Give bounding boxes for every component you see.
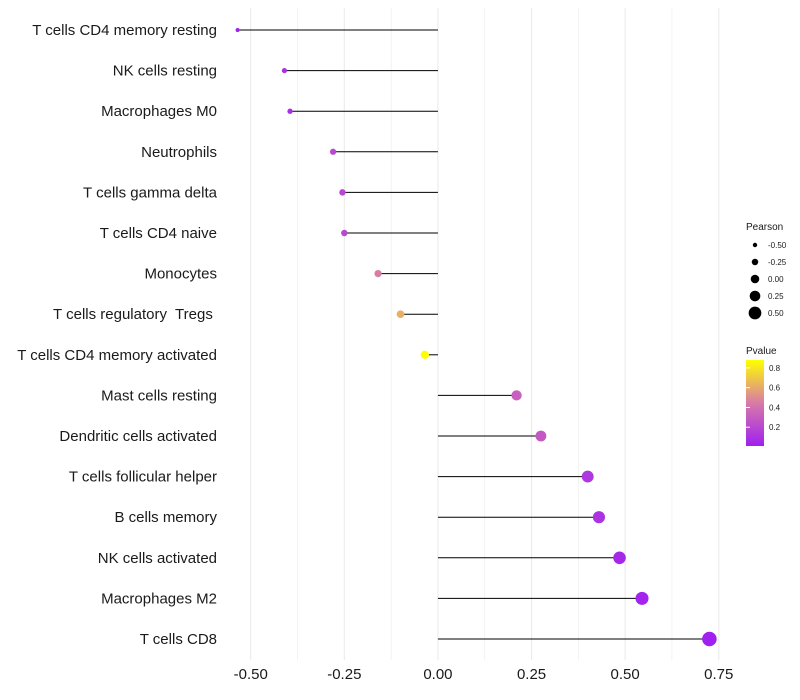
size-legend-key <box>749 290 761 302</box>
category-label: T cells regulatory Tregs <box>53 306 217 323</box>
category-label: T cells CD4 naive <box>100 225 217 242</box>
category-label: T cells gamma delta <box>83 184 218 201</box>
pearson-legend-title: Pearson <box>746 222 783 233</box>
data-point <box>592 511 606 524</box>
size-legend-key <box>752 242 758 248</box>
colorbar-label: 0.8 <box>769 364 781 373</box>
pvalue-colorbar <box>746 360 764 446</box>
category-labels: T cells CD4 memory resting NK cells resti… <box>17 22 217 648</box>
category-label: Macrophages M0 <box>101 103 217 120</box>
x-tick-label: -0.25 <box>327 666 361 683</box>
data-point <box>635 591 649 605</box>
category-label: NK cells activated <box>98 550 217 567</box>
size-legend-label: 0.50 <box>768 309 784 318</box>
category-label: T cells CD8 <box>140 631 217 648</box>
category-label: Neutrophils <box>141 144 217 161</box>
data-point <box>702 631 717 647</box>
segments <box>237 29 710 640</box>
category-label: T cells CD4 memory activated <box>17 347 217 364</box>
size-legend-label: 0.00 <box>768 275 784 284</box>
category-label: Mast cells resting <box>101 387 217 404</box>
category-label: Dendritic cells activated <box>59 428 217 445</box>
data-point <box>341 229 348 237</box>
data-point <box>581 470 594 483</box>
pearson-size-legend: Pearson -0.50 -0.25 0.00 0.25 0.50 <box>746 222 787 320</box>
data-point <box>535 430 547 442</box>
category-label: B cells memory <box>114 509 217 526</box>
size-legend-label: -0.25 <box>768 258 787 267</box>
data-point <box>287 108 293 114</box>
data-point <box>339 189 346 196</box>
x-tick-label: -0.50 <box>234 666 268 683</box>
points <box>235 27 717 647</box>
x-axis-ticks: -0.50 -0.25 0.00 0.25 0.50 0.75 <box>234 666 734 683</box>
size-legend-key <box>751 258 759 266</box>
size-legend-label: -0.50 <box>768 241 787 250</box>
colorbar-label: 0.4 <box>769 403 781 412</box>
x-tick-label: 0.00 <box>423 666 452 683</box>
category-label: Monocytes <box>144 266 217 283</box>
data-point <box>281 68 287 74</box>
pvalue-legend-title: Pvalue <box>746 346 777 357</box>
data-point <box>511 390 522 401</box>
grid <box>250 8 720 660</box>
colorbar-label: 0.2 <box>769 423 781 432</box>
data-point <box>329 148 337 155</box>
size-legend-key <box>750 274 760 284</box>
colorbar-label: 0.6 <box>769 384 781 393</box>
category-label: NK cells resting <box>113 63 217 80</box>
data-point <box>420 350 429 359</box>
data-point <box>374 269 382 278</box>
x-tick-label: 0.75 <box>704 666 733 683</box>
size-legend-label: 0.25 <box>768 292 784 301</box>
data-point <box>613 551 626 565</box>
pvalue-color-legend: Pvalue 0.8 0.6 0.4 0.2 <box>746 346 781 446</box>
size-legend-key <box>748 306 762 320</box>
category-label: T cells CD4 memory resting <box>32 22 217 39</box>
data-point <box>396 310 405 319</box>
category-label: T cells follicular helper <box>69 469 217 486</box>
category-label: Macrophages M2 <box>101 590 217 607</box>
x-tick-label: 0.25 <box>517 666 546 683</box>
data-point <box>235 27 240 33</box>
x-tick-label: 0.50 <box>611 666 640 683</box>
